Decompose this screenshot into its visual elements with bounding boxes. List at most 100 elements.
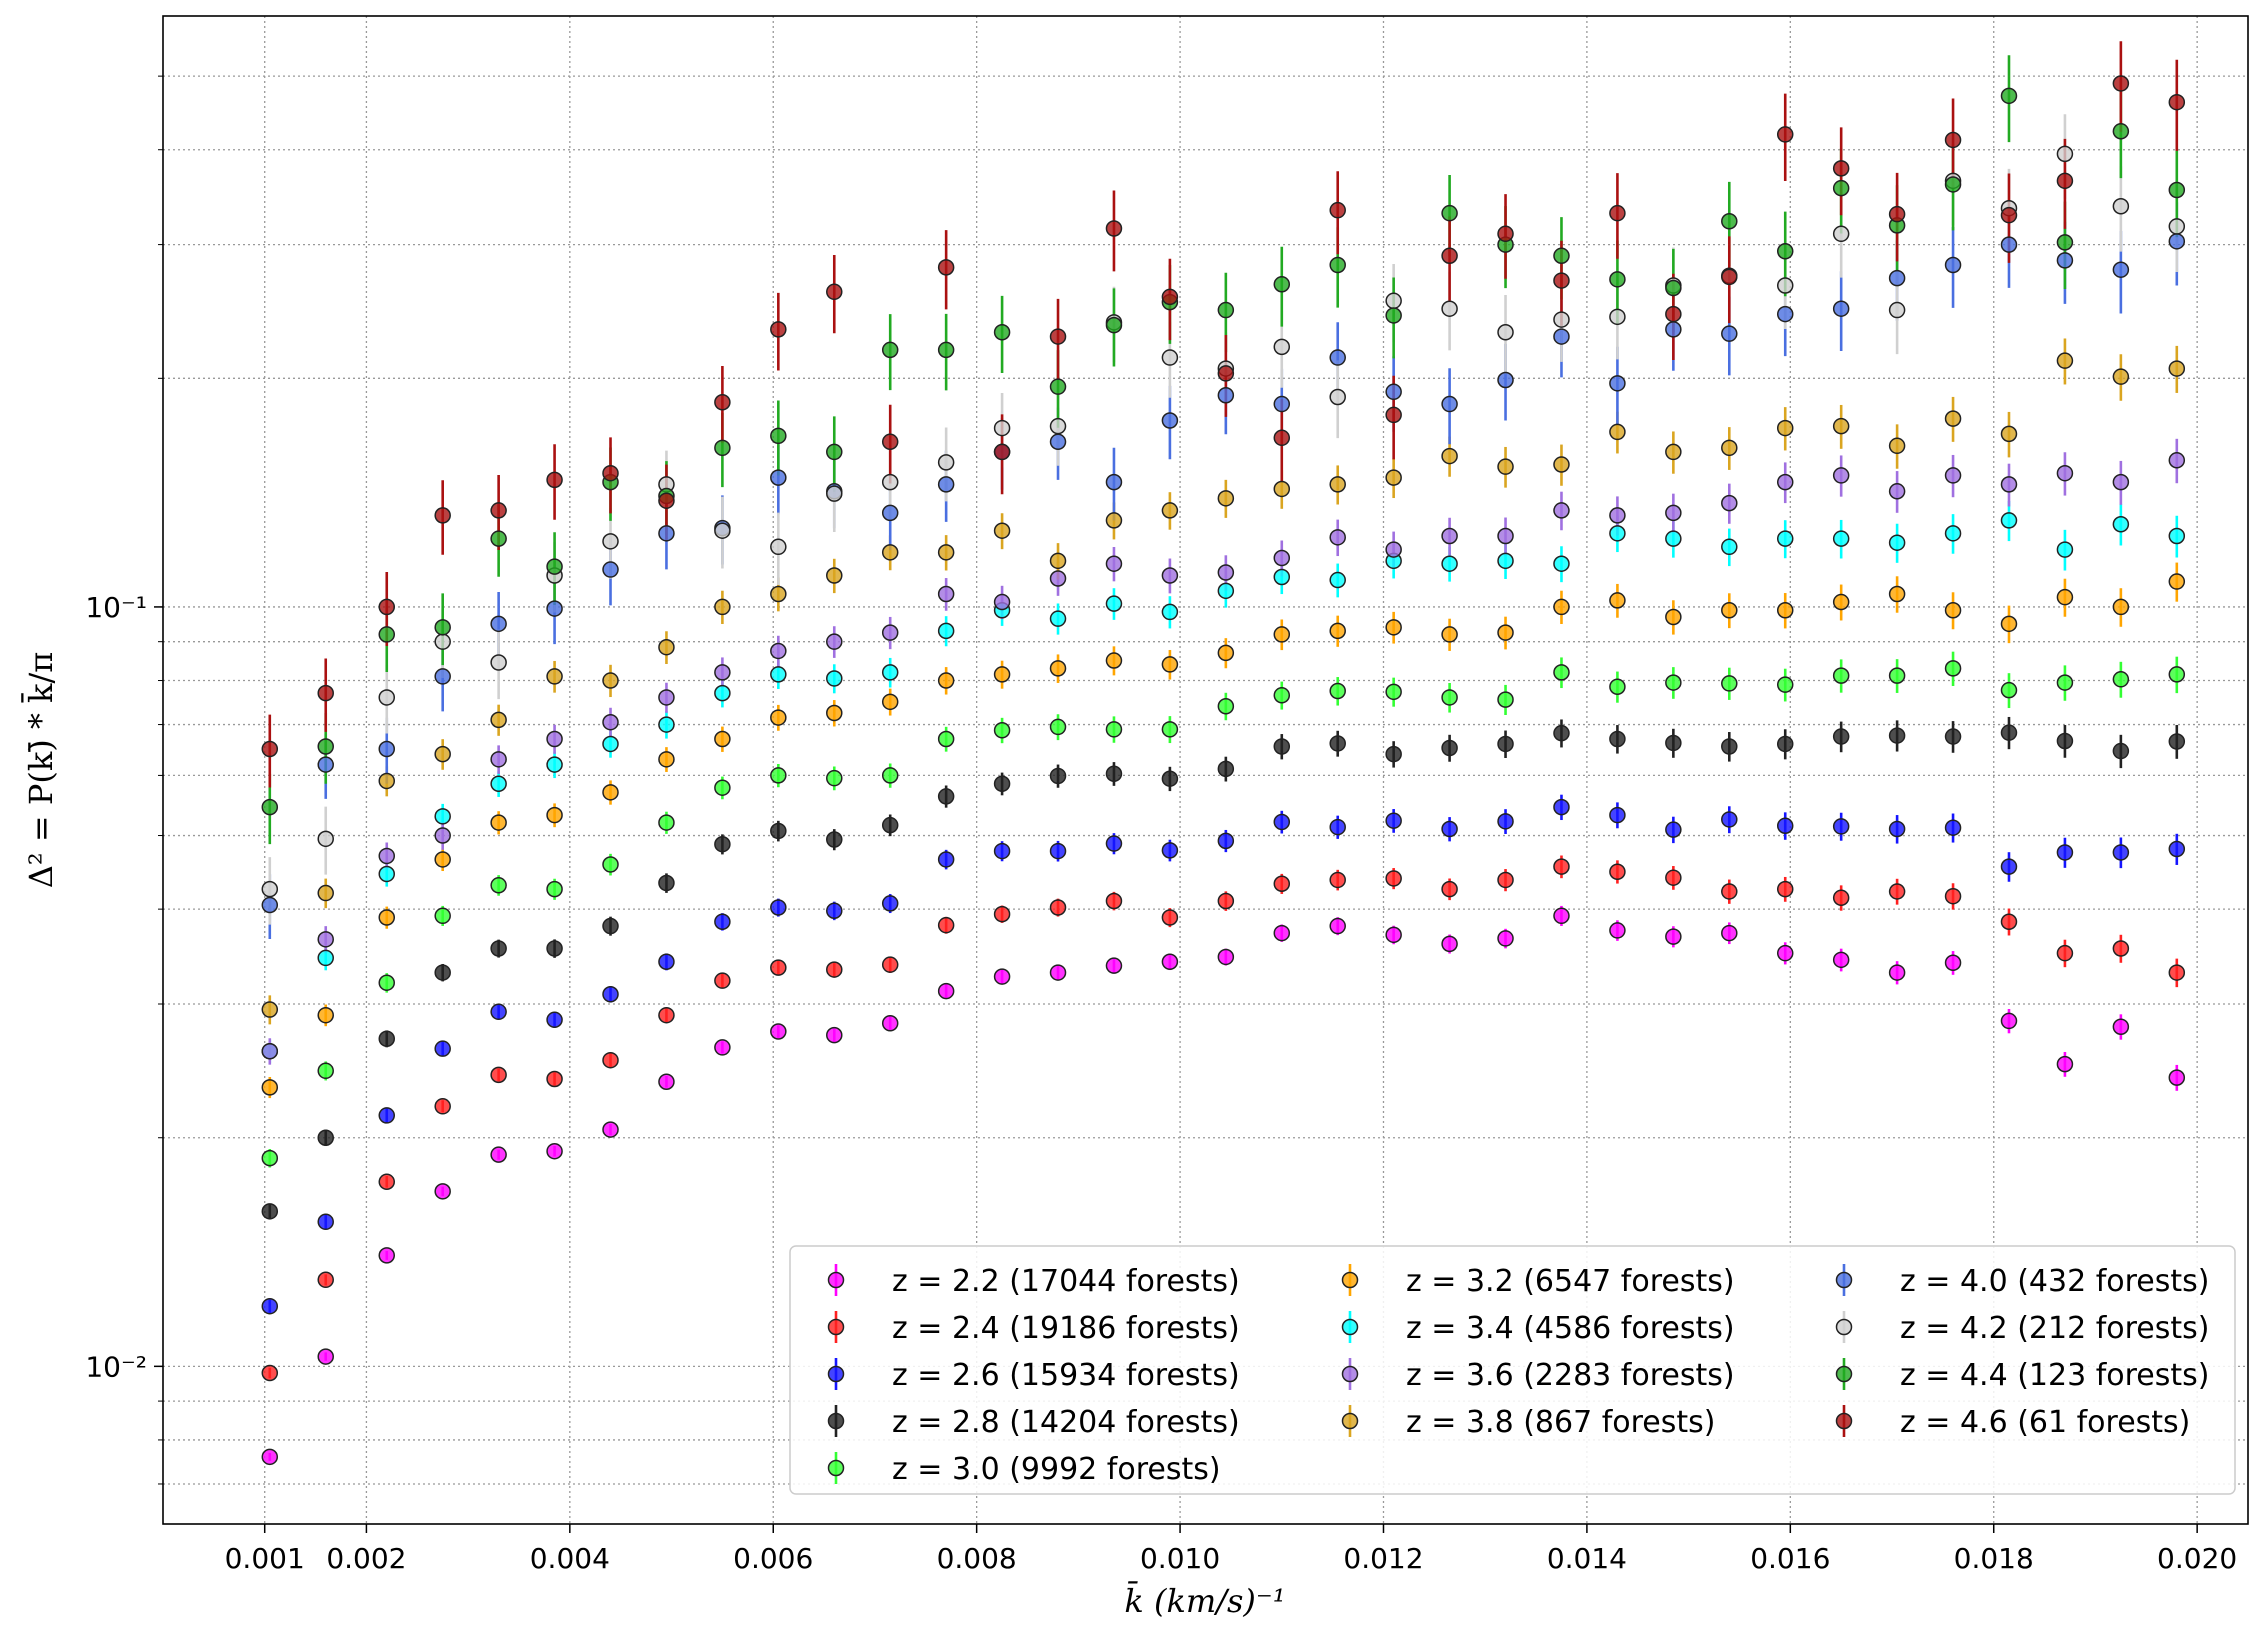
data-point [1161, 412, 1179, 429]
data-point [881, 767, 899, 784]
data-point [1441, 935, 1458, 953]
data-point [658, 638, 675, 656]
legend-swatch-marker [827, 1271, 845, 1289]
data-point [1161, 349, 1179, 366]
data-point [1665, 608, 1682, 626]
data-point [317, 756, 334, 773]
data-point [1329, 818, 1346, 836]
data-point [1944, 728, 1962, 745]
data-point [602, 533, 619, 550]
data-point [1329, 256, 1346, 274]
data-point [714, 972, 731, 989]
data-point [434, 745, 451, 763]
legend-swatch-marker [827, 1459, 845, 1477]
data-point [2056, 674, 2074, 691]
data-point [434, 851, 451, 868]
data-point [434, 633, 451, 650]
data-point [2000, 87, 2018, 105]
data-point [714, 684, 731, 702]
data-point [2056, 172, 2074, 190]
legend-label: z = 3.2 (6547 forests) [1406, 1264, 1735, 1299]
data-point [1385, 406, 1402, 424]
data-point [937, 730, 955, 748]
data-point [1105, 765, 1123, 783]
data-point [770, 959, 787, 976]
data-point [1832, 160, 1850, 177]
data-point [1888, 727, 1906, 744]
data-point [1441, 527, 1458, 545]
data-point [881, 895, 899, 912]
data-point [1105, 512, 1123, 529]
data-point [826, 567, 843, 584]
data-point [770, 538, 787, 556]
data-point [770, 822, 787, 840]
data-point [2000, 425, 2018, 443]
data-point [2112, 598, 2130, 616]
data-point [1273, 338, 1291, 356]
y-tick-label: 10⁻² [85, 1350, 147, 1383]
data-point [1553, 311, 1570, 328]
data-point [1049, 328, 1067, 345]
data-point [881, 693, 899, 711]
data-point [1888, 437, 1906, 455]
data-point [378, 598, 396, 616]
data-point [546, 1011, 563, 1029]
data-point [1832, 467, 1850, 484]
data-point [826, 704, 843, 722]
data-point [1217, 948, 1235, 966]
data-point [1105, 220, 1123, 237]
data-point [1944, 176, 1962, 193]
data-point [1273, 875, 1291, 892]
data-point [1888, 585, 1906, 603]
data-point [434, 827, 451, 844]
data-point [1497, 735, 1514, 753]
data-point [1161, 288, 1179, 306]
data-point [1441, 820, 1458, 838]
data-point [2168, 527, 2186, 545]
data-point [1888, 667, 1906, 684]
x-tick-label: 0.008 [937, 1542, 1017, 1575]
data-point [378, 626, 396, 643]
data-point [1105, 316, 1123, 334]
data-point [937, 454, 955, 471]
data-point [261, 1364, 279, 1382]
data-point [1105, 892, 1123, 910]
data-point [1665, 869, 1682, 886]
data-point [1497, 527, 1514, 545]
data-point [1944, 601, 1962, 619]
legend-swatch-marker [827, 1412, 845, 1430]
data-point [1441, 689, 1458, 706]
data-point [1553, 858, 1570, 875]
data-point [1609, 308, 1626, 326]
data-point [1553, 555, 1570, 572]
data-point [261, 1149, 279, 1167]
data-point [770, 709, 787, 726]
data-point [881, 1015, 899, 1032]
legend-label: z = 4.4 (123 forests) [1900, 1358, 2209, 1393]
data-point [1721, 494, 1738, 512]
data-point [1776, 601, 1794, 619]
data-point [1161, 502, 1179, 519]
data-point [1049, 718, 1067, 736]
data-point [881, 504, 899, 522]
data-point [658, 492, 675, 509]
data-point [261, 740, 279, 758]
data-point [378, 1173, 396, 1191]
data-point [1721, 924, 1738, 942]
data-point [881, 664, 899, 681]
data-point [602, 672, 619, 689]
legend-label: z = 2.6 (15934 forests) [892, 1358, 1240, 1393]
data-point [1609, 863, 1626, 881]
data-point [1273, 924, 1291, 942]
data-point [1832, 417, 1850, 435]
data-point [2056, 588, 2074, 606]
data-point [2112, 742, 2130, 760]
data-point [770, 767, 787, 784]
data-point [1497, 871, 1514, 889]
data-point [881, 816, 899, 834]
data-point [770, 642, 787, 660]
data-point [2000, 615, 2018, 633]
data-point [1385, 683, 1402, 701]
data-point [490, 751, 507, 768]
data-point [490, 711, 507, 729]
